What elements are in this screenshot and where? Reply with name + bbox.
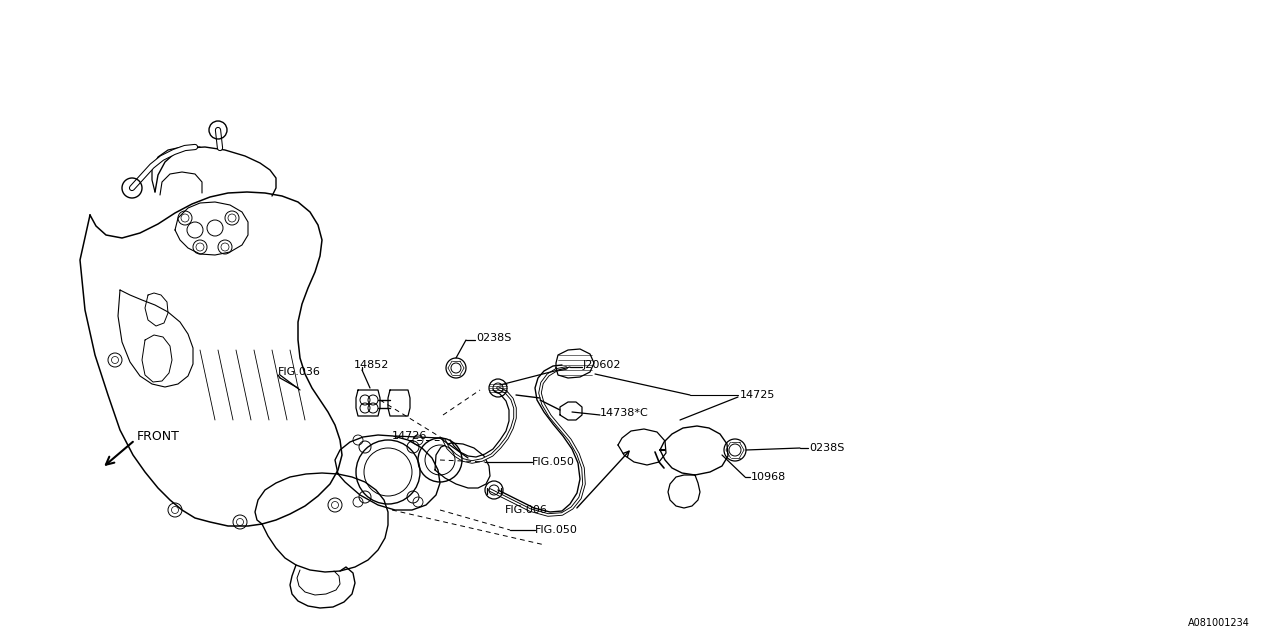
Text: 14726: 14726 (392, 431, 428, 441)
Text: FIG.050: FIG.050 (532, 457, 575, 467)
Text: 0238S: 0238S (476, 333, 512, 343)
Text: FIG.006: FIG.006 (506, 505, 548, 515)
Text: FRONT: FRONT (137, 431, 180, 444)
Text: 14852: 14852 (355, 360, 389, 370)
Text: 14725: 14725 (740, 390, 776, 400)
Text: 14738*C: 14738*C (600, 408, 649, 418)
Text: 10968: 10968 (751, 472, 786, 482)
Text: J20602: J20602 (582, 360, 622, 370)
Text: A081001234: A081001234 (1188, 618, 1251, 628)
Text: FIG.050: FIG.050 (535, 525, 577, 535)
Text: FIG.036: FIG.036 (278, 367, 321, 377)
Text: 0238S: 0238S (809, 443, 845, 453)
